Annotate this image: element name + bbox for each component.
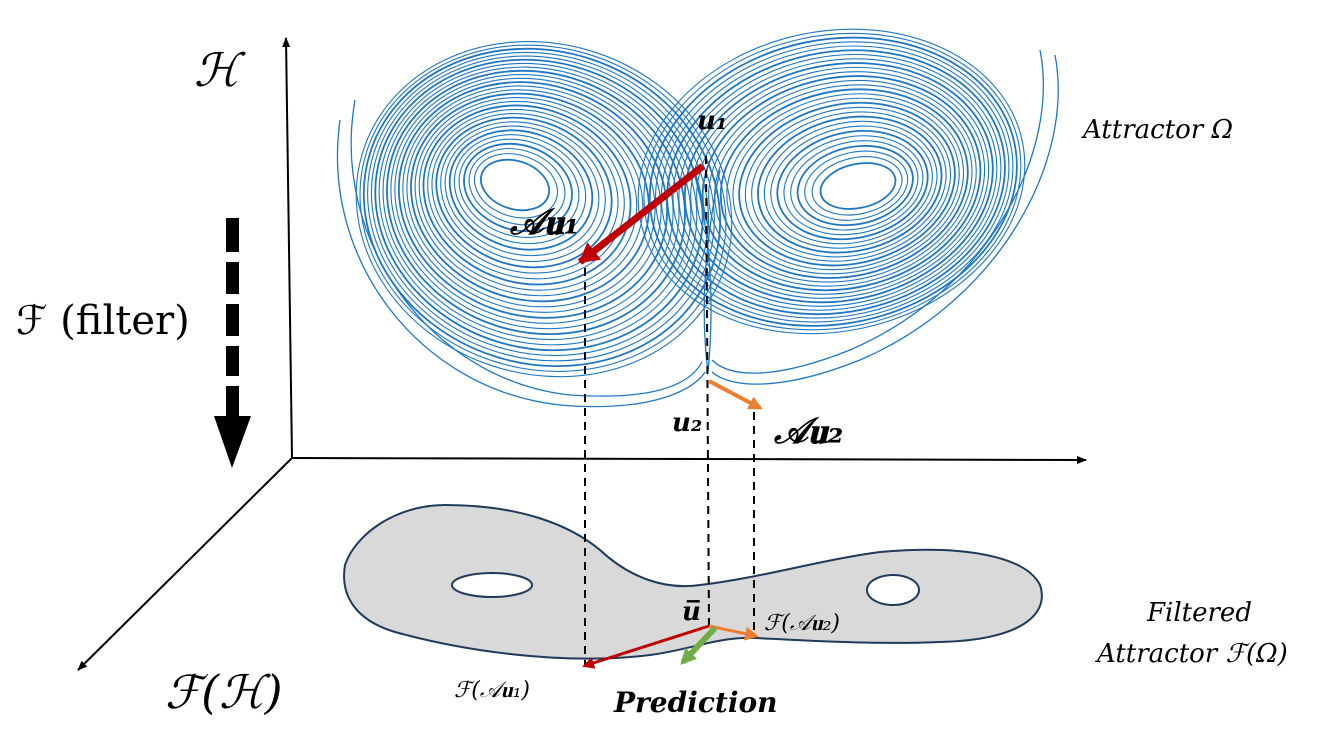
attractor-loop <box>726 93 965 275</box>
attractor-loop <box>678 58 998 307</box>
attractor-loop <box>359 44 727 372</box>
filtered-space-label: ℱ(ℋ) <box>165 665 283 719</box>
attractor-loop <box>654 41 1014 323</box>
attractor-loop <box>738 101 956 267</box>
attractor-loop <box>796 144 914 227</box>
ubar-label: u̅ <box>682 597 701 627</box>
filtered-attractor-label-line1: Filtered <box>1146 598 1252 628</box>
au1-arrow <box>577 163 706 265</box>
attractor-loop <box>463 142 573 233</box>
attractor-trajectory <box>350 99 703 397</box>
attractor-loop <box>648 36 1018 327</box>
attractor-loop <box>444 125 600 257</box>
au2-label: 𝒜𝐮₂ <box>773 410 843 452</box>
attractor-loop <box>690 66 990 299</box>
attractor-loop <box>378 62 698 346</box>
attractor-trajectory <box>711 54 1059 385</box>
prediction-label: Prediction <box>613 686 778 719</box>
projection-lines <box>584 155 755 665</box>
depth-axis <box>77 457 293 671</box>
attractor-loop <box>751 111 947 258</box>
attractor-loop <box>431 112 619 274</box>
attractor-loop <box>394 77 674 324</box>
filter-label: ℱ (filter) <box>16 298 190 344</box>
attractor-loop <box>473 153 559 219</box>
attractor-loop <box>402 85 662 313</box>
attractor-loop <box>804 150 909 221</box>
attractor-loop <box>468 148 566 226</box>
attractor-trajectory <box>689 159 712 373</box>
left-hole <box>451 572 533 598</box>
hilbert-space-label: ℋ <box>194 43 246 97</box>
attractor-loop <box>714 84 973 283</box>
fau2-arrow <box>708 624 759 641</box>
attractor-loop <box>643 32 1022 331</box>
attractor-trajectory <box>711 49 1044 374</box>
filtered-attractor <box>343 503 1043 660</box>
lorenz-attractor <box>336 28 1059 408</box>
attractor-loop <box>418 100 638 291</box>
attractor-loop <box>367 51 715 362</box>
attractor-loop <box>744 106 952 262</box>
attractor-loop <box>386 69 686 336</box>
attractor-loop <box>374 58 704 352</box>
attractor-loop <box>414 96 644 297</box>
attractor-loop <box>763 120 938 249</box>
attractor-loop <box>440 121 606 263</box>
filtered-attractor-label-line2: Attractor ℱ(Ω) <box>1095 639 1288 669</box>
attractor-loop <box>811 156 903 216</box>
axes <box>77 37 1087 671</box>
horizontal-axis <box>291 455 1087 464</box>
attractor-loop <box>783 135 924 236</box>
attractor-loop <box>770 125 933 245</box>
attractor-trajectory <box>703 169 721 373</box>
attractor-loop <box>637 28 1026 335</box>
fau1-label: ℱ(𝒜𝐮₁) <box>454 678 530 703</box>
attractor-loop <box>427 108 625 280</box>
filter-arrow <box>214 218 251 468</box>
attractor-loop <box>397 81 668 319</box>
attractor-loop <box>458 138 580 239</box>
attractor-label: Attractor Ω <box>1081 115 1233 145</box>
attractor-loop <box>666 49 1006 316</box>
attractor-loop <box>819 162 897 210</box>
prediction-arrow <box>680 625 718 665</box>
attractor-loop <box>757 115 943 254</box>
attractor-loop <box>776 129 929 241</box>
fau1-arrow <box>582 624 710 669</box>
attractor-loop <box>719 88 969 279</box>
attractor-loop <box>672 53 1002 311</box>
au2-arrow <box>708 379 763 410</box>
attractor-loop <box>660 45 1010 319</box>
fau2-label: ℱ(𝒜𝐮₂) <box>764 611 840 636</box>
vertical-axis <box>282 37 293 459</box>
attractor-loop <box>732 97 960 271</box>
attractor-loop <box>382 66 692 341</box>
filtered-attractor-shape <box>343 503 1043 660</box>
u1-label: u₁ <box>697 106 727 136</box>
attractor-loop <box>453 134 587 245</box>
attractor-loop <box>448 129 594 251</box>
attractor-loop <box>355 41 733 378</box>
attractor-loop <box>701 75 982 292</box>
right-hole <box>866 574 920 606</box>
attractor-loop <box>708 79 977 287</box>
attractor-trajectory <box>336 119 706 408</box>
attractor-loop <box>790 140 919 231</box>
attractor-loop <box>696 71 986 295</box>
u2-label: u₂ <box>672 408 702 438</box>
attractor-loop <box>435 116 613 269</box>
attractor-loop <box>683 62 994 304</box>
au1-label: 𝒜𝐮₁ <box>509 201 579 243</box>
attractor-loop <box>479 158 551 212</box>
